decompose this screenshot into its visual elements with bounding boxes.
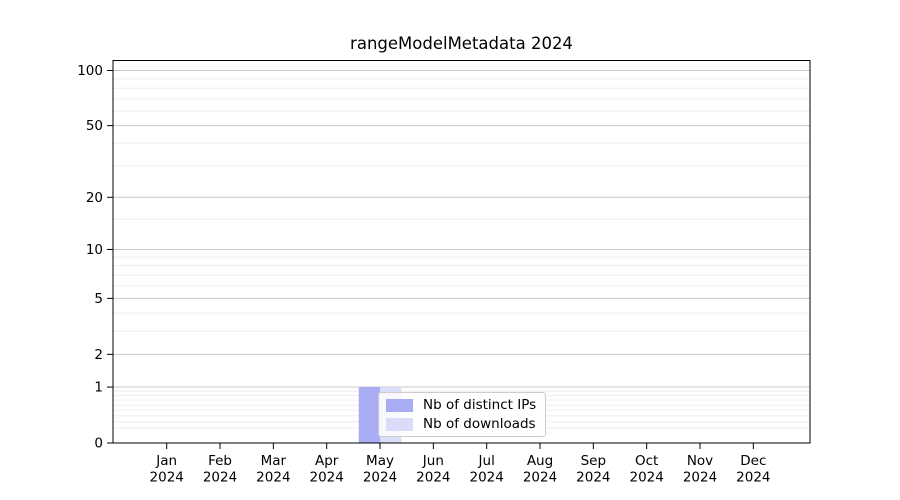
x-tick-label-month: May bbox=[366, 453, 394, 469]
chart-title: rangeModelMetadata 2024 bbox=[350, 34, 573, 53]
x-tick-label-month: Jan bbox=[155, 453, 177, 469]
y-tick-label: 10 bbox=[86, 242, 103, 258]
legend: Nb of distinct IPs Nb of downloads bbox=[378, 392, 547, 437]
y-tick-label: 100 bbox=[77, 63, 103, 79]
x-tick-label-month: Aug bbox=[527, 453, 553, 469]
x-tick-label-month: Nov bbox=[687, 453, 713, 469]
x-tick-label-month: Dec bbox=[740, 453, 766, 469]
x-tick-label-year: 2024 bbox=[150, 470, 184, 486]
x-tick-label-month: Oct bbox=[635, 453, 658, 469]
y-tick-label: 1 bbox=[94, 380, 103, 396]
y-tick-label: 20 bbox=[86, 190, 103, 206]
x-tick-label-year: 2024 bbox=[256, 470, 290, 486]
x-tick-label-month: Sep bbox=[581, 453, 606, 469]
legend-item: Nb of downloads bbox=[386, 417, 536, 431]
y-tick-label: 0 bbox=[94, 436, 103, 452]
x-tick-label-year: 2024 bbox=[683, 470, 717, 486]
x-tick-label-month: Mar bbox=[261, 453, 287, 469]
legend-item: Nb of distinct IPs bbox=[386, 398, 536, 412]
x-tick-label-year: 2024 bbox=[203, 470, 237, 486]
y-tick-label: 2 bbox=[94, 347, 103, 363]
plot-spines bbox=[112, 60, 811, 444]
x-tick-label-year: 2024 bbox=[470, 470, 504, 486]
x-tick-label-year: 2024 bbox=[736, 470, 770, 486]
legend-label: Nb of distinct IPs bbox=[423, 397, 537, 413]
x-tick-label-month: Jun bbox=[422, 453, 444, 469]
x-tick-label-year: 2024 bbox=[576, 470, 610, 486]
legend-swatch-icon bbox=[386, 417, 413, 431]
y-tick-label: 50 bbox=[86, 118, 103, 134]
x-tick-label-year: 2024 bbox=[416, 470, 450, 486]
legend-swatch-icon bbox=[386, 398, 413, 412]
x-tick-label-month: Feb bbox=[208, 453, 232, 469]
x-tick-label-year: 2024 bbox=[310, 470, 344, 486]
x-tick-label-year: 2024 bbox=[363, 470, 397, 486]
x-tick-label-month: Apr bbox=[315, 453, 339, 469]
x-tick-label-month: Jul bbox=[478, 453, 495, 469]
y-tick-label: 5 bbox=[94, 291, 103, 307]
x-tick-label-year: 2024 bbox=[523, 470, 557, 486]
legend-label: Nb of downloads bbox=[423, 416, 536, 432]
x-tick-label-year: 2024 bbox=[629, 470, 663, 486]
bar-series-0-month-4 bbox=[358, 387, 381, 443]
